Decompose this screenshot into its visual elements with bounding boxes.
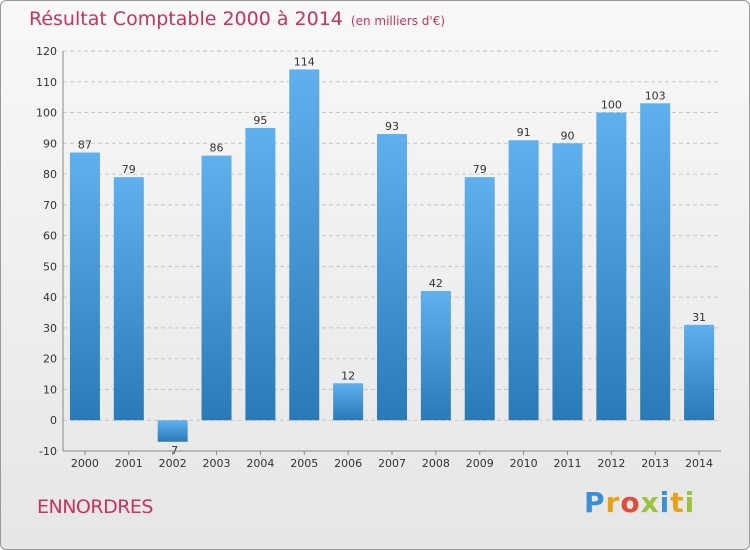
y-tick-label: -10 [39, 445, 57, 458]
y-tick-label: 0 [50, 414, 57, 427]
y-tick-label: 50 [43, 260, 57, 273]
value-label-2003: 86 [210, 142, 224, 155]
bar-2006[interactable] [333, 383, 364, 421]
x-tick-label-2001: 2001 [115, 457, 143, 470]
bar-2011[interactable] [552, 143, 583, 421]
y-tick-label: 80 [43, 168, 57, 181]
x-tick-label-2007: 2007 [378, 457, 406, 470]
commune-name: ENNORDRES [37, 496, 154, 518]
y-tick-label: 10 [43, 383, 57, 396]
x-tick-label-2004: 2004 [246, 457, 274, 470]
x-tick-label-2011: 2011 [553, 457, 581, 470]
x-tick-label-2002: 2002 [159, 457, 187, 470]
value-label-2011: 90 [560, 129, 574, 142]
x-tick-label-2010: 2010 [510, 457, 538, 470]
value-label-2014: 31 [692, 311, 706, 324]
bar-2005[interactable] [289, 69, 320, 421]
bar-2010[interactable] [508, 140, 539, 421]
bar-2004[interactable] [245, 127, 276, 421]
y-tick-label: 30 [43, 322, 57, 335]
bar-2013[interactable] [640, 103, 671, 421]
chart-title: Résultat Comptable 2000 à 2014 (en millie… [29, 8, 445, 30]
bar-2008[interactable] [420, 291, 451, 421]
value-label-2008: 42 [429, 277, 443, 290]
logo-letter: i [659, 486, 671, 519]
value-label-2013: 103 [645, 89, 666, 102]
y-tick-label: 70 [43, 199, 57, 212]
bar-2003[interactable] [201, 155, 232, 421]
x-tick-label-2000: 2000 [71, 457, 99, 470]
logo-letter: P [584, 486, 606, 519]
value-label-2005: 114 [294, 55, 315, 68]
logo-letter: i [684, 486, 696, 519]
x-tick-label-2006: 2006 [334, 457, 362, 470]
logo-letter: o [620, 486, 641, 519]
value-label-2006: 12 [341, 369, 355, 382]
y-tick-label: 100 [36, 107, 57, 120]
chart-title-text: Résultat Comptable 2000 à 2014 [29, 8, 343, 30]
bar-2014[interactable] [684, 324, 715, 421]
y-tick-label: 60 [43, 230, 57, 243]
x-tick-label-2013: 2013 [641, 457, 669, 470]
logo-letter: r [605, 486, 621, 519]
y-tick-label: 90 [43, 137, 57, 150]
x-tick-label-2003: 2003 [203, 457, 231, 470]
bar-2007[interactable] [377, 134, 407, 421]
y-tick-label: 110 [36, 76, 57, 89]
logo-letter: t [670, 486, 685, 519]
value-label-2001: 79 [122, 163, 136, 176]
value-label-2012: 100 [601, 99, 622, 112]
logo-letter: x [640, 486, 660, 519]
bar-2009[interactable] [464, 177, 495, 421]
bar-2012[interactable] [596, 112, 627, 421]
value-label-2009: 79 [473, 163, 487, 176]
bar-2000[interactable] [69, 152, 100, 421]
x-tick-label-2009: 2009 [466, 457, 494, 470]
bar-chart: 87 79 -7 86 95 114 12 93 42 79 91 90 100 103 31 -10 0 10… [36, 45, 721, 470]
value-label-2004: 95 [253, 114, 267, 127]
x-tick-label-2014: 2014 [685, 457, 713, 470]
bar-2001[interactable] [113, 177, 144, 421]
x-tick-label-2012: 2012 [597, 457, 625, 470]
value-label-2007: 93 [385, 120, 399, 133]
y-tick-label: 120 [36, 45, 57, 58]
bar-2002[interactable] [157, 420, 188, 442]
y-tick-label: 40 [43, 291, 57, 304]
y-tick-label: 20 [43, 353, 57, 366]
value-label-2010: 91 [517, 126, 531, 139]
chart-subtitle: (en milliers d'€) [350, 14, 446, 28]
value-label-2002: -7 [167, 444, 178, 457]
value-label-2000: 87 [78, 139, 92, 152]
proxiti-logo[interactable]: Proxiti [584, 486, 695, 519]
x-tick-label-2005: 2005 [290, 457, 318, 470]
x-tick-label-2008: 2008 [422, 457, 450, 470]
